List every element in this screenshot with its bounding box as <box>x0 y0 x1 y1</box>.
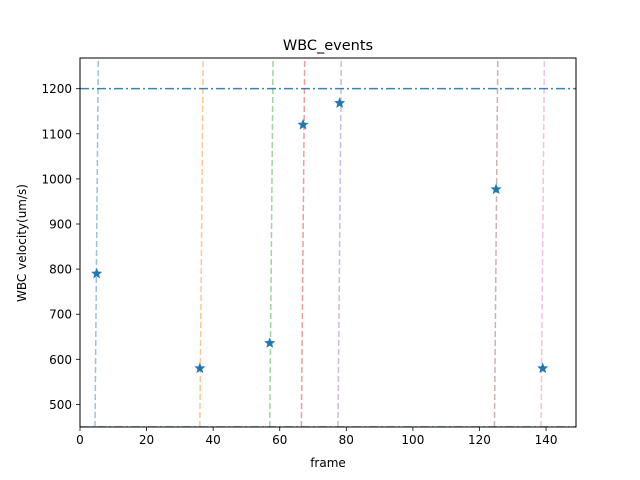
event-line-4 <box>337 58 343 427</box>
event-line-1 <box>199 58 204 427</box>
x-tick-label-4: 80 <box>339 433 354 447</box>
data-point-4 <box>334 97 346 108</box>
chart-title: WBC_events <box>283 38 373 54</box>
axes-border <box>79 57 577 428</box>
data-point-1 <box>194 362 206 374</box>
event-line-5 <box>493 58 499 427</box>
data-point-0 <box>91 267 103 279</box>
y-axis: 500 600 700 800 900 1000 1100 1200 <box>41 82 80 412</box>
y-tick-label-3: 800 <box>49 263 72 277</box>
x-tick-label-6: 120 <box>468 433 491 447</box>
x-tick-label-1: 20 <box>139 433 154 447</box>
data-point-2 <box>264 337 276 348</box>
y-tick-label-5: 1000 <box>41 172 72 186</box>
event-line-2 <box>268 58 274 427</box>
x-tick-label-7: 140 <box>535 433 558 447</box>
y-tick-label-4: 900 <box>49 218 72 232</box>
event-line-0 <box>94 58 100 427</box>
x-tick-label-0: 0 <box>76 433 84 447</box>
x-axis-label: frame <box>310 456 346 470</box>
plot-content <box>80 58 576 427</box>
y-tick-label-1: 600 <box>49 353 72 367</box>
axes-frame <box>79 57 577 428</box>
plot-area <box>80 58 576 427</box>
y-tick-label-6: 1100 <box>41 127 72 141</box>
data-point-5 <box>490 183 502 194</box>
event-line-3 <box>300 58 306 427</box>
x-tick-label-3: 60 <box>272 433 287 447</box>
y-tick-label-7: 1200 <box>41 82 72 96</box>
event-line-6 <box>540 58 546 427</box>
y-tick-label-2: 700 <box>49 308 72 322</box>
x-axis: 0 20 40 60 80 100 120 140 <box>76 427 557 447</box>
x-tick-label-2: 40 <box>206 433 221 447</box>
data-point-3 <box>297 118 309 130</box>
y-axis-label: WBC velocity(um/s) <box>15 184 29 302</box>
y-tick-label-0: 500 <box>49 398 72 412</box>
x-tick-label-5: 100 <box>401 433 424 447</box>
data-point-6 <box>537 362 549 374</box>
